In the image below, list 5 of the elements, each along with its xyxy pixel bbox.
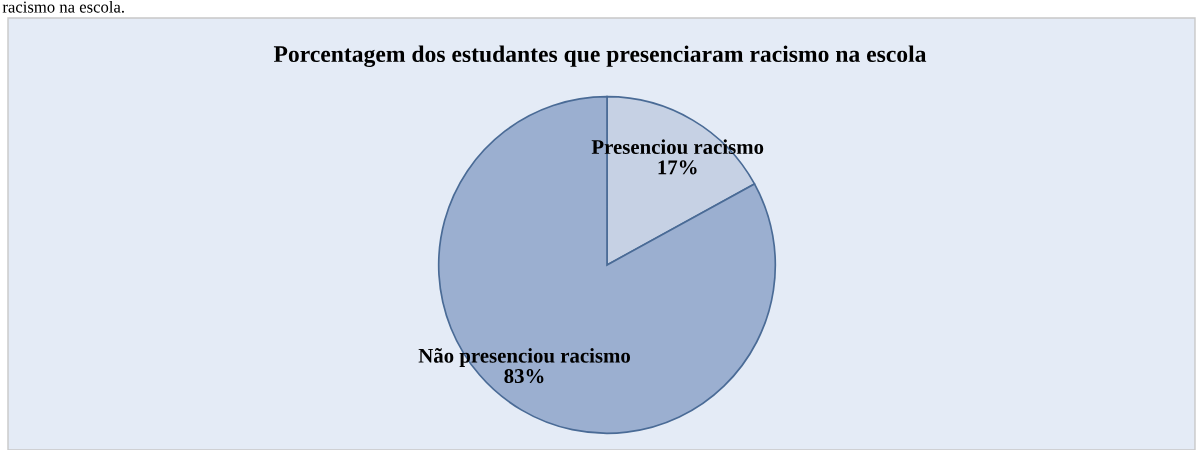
data-label: 83% xyxy=(504,369,544,384)
chart-title: Porcentagem dos estudantes que presenciaram racismo na escola xyxy=(273,45,927,68)
text: racismo na escola. xyxy=(2,0,124,13)
slice-label: Não presenciou racismo xyxy=(418,348,631,367)
data-label: 17% xyxy=(658,160,697,175)
